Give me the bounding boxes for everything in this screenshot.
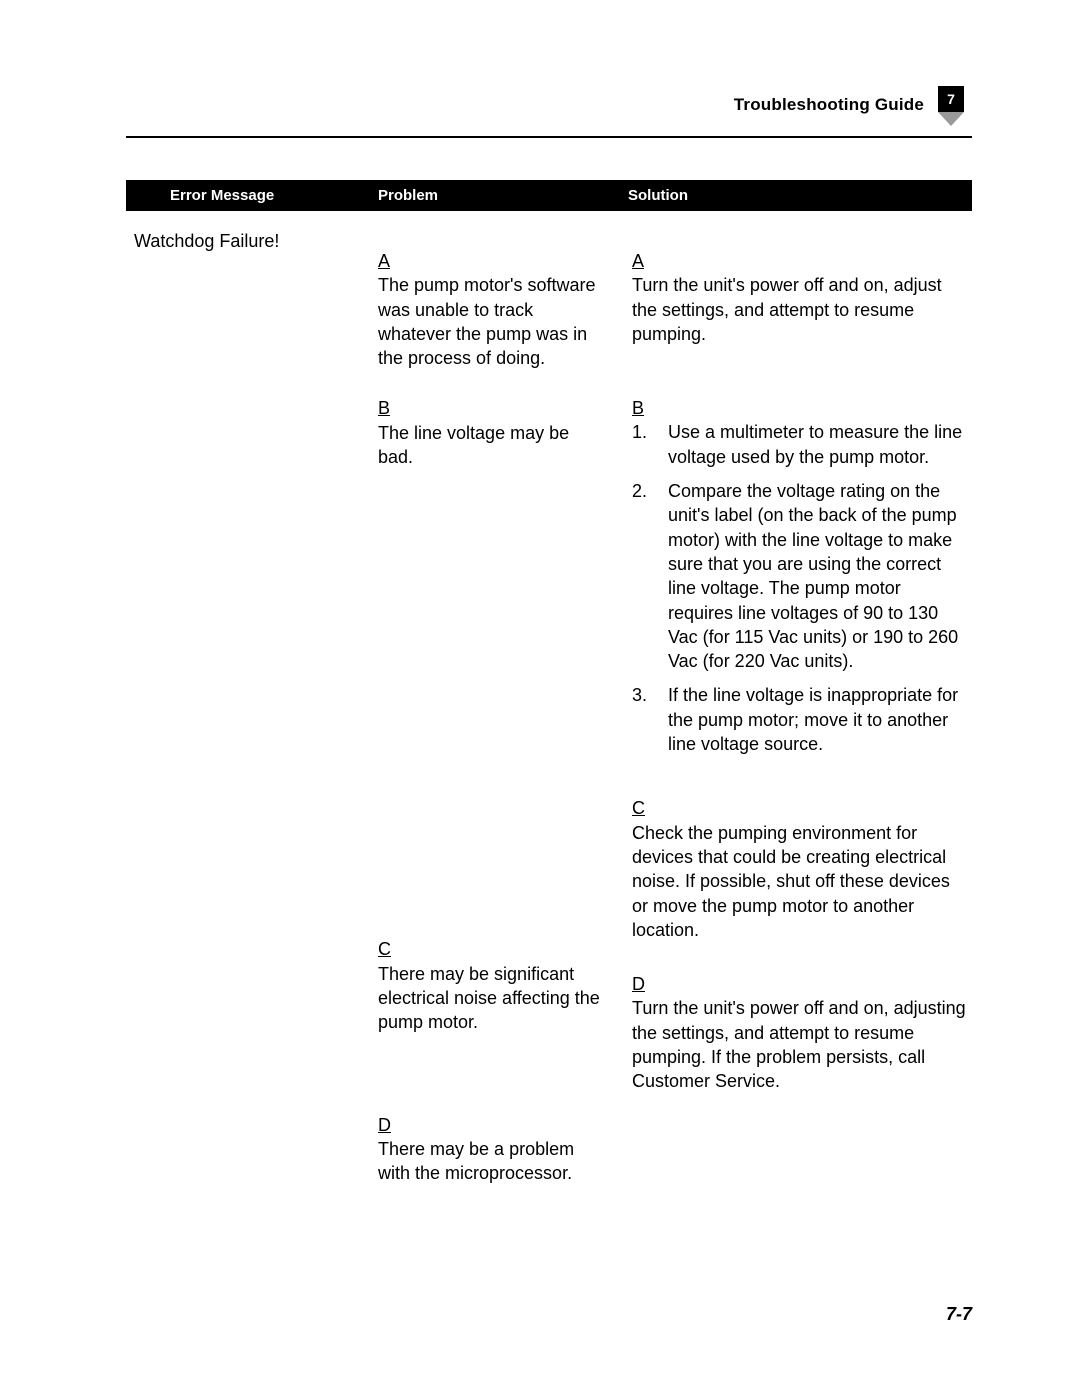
chapter-number: 7: [938, 86, 964, 112]
problem-c-text: There may be significant electrical nois…: [378, 962, 608, 1035]
solution-b-label: B: [632, 396, 970, 420]
solution-c-text: Check the pumping environment for device…: [632, 821, 970, 942]
problem-a-text: The pump motor's software was unable to …: [378, 273, 608, 370]
problem-b-text: The line voltage may be bad.: [378, 421, 608, 470]
problem-a: A The pump motor's software was unable t…: [378, 249, 608, 370]
col-header-problem: Problem: [378, 187, 618, 204]
problem-b-label: B: [378, 396, 608, 420]
solution-d-label: D: [632, 972, 970, 996]
solution-column: A Turn the unit's power off and on, adju…: [626, 229, 972, 1185]
problem-d: D There may be a problem with the microp…: [378, 1113, 608, 1186]
header-title: Troubleshooting Guide: [734, 95, 924, 115]
step-number: 3.: [632, 683, 650, 756]
header-rule: [126, 136, 972, 138]
solution-b-step-1: 1. Use a multimeter to measure the line …: [632, 420, 970, 469]
chapter-badge: 7: [938, 86, 972, 124]
solution-c-label: C: [632, 796, 970, 820]
problem-b: B The line voltage may be bad.: [378, 396, 608, 469]
step-number: 1.: [632, 420, 650, 469]
solution-d-text: Turn the unit's power off and on, adjust…: [632, 996, 970, 1093]
error-message-cell: Watchdog Failure!: [126, 229, 378, 1185]
step-text: Use a multimeter to measure the line vol…: [668, 420, 970, 469]
problem-c: C There may be significant electrical no…: [378, 937, 608, 1034]
table-header-row: Error Message Problem Solution: [126, 180, 972, 211]
solution-a: A Turn the unit's power off and on, adju…: [632, 249, 970, 346]
error-message-text: Watchdog Failure!: [134, 229, 378, 253]
page-number: 7-7: [946, 1304, 972, 1325]
solution-b: B 1. Use a multimeter to measure the lin…: [632, 396, 970, 756]
step-number: 2.: [632, 479, 650, 673]
problem-d-label: D: [378, 1113, 608, 1137]
problem-a-label: A: [378, 249, 608, 273]
col-header-error: Error Message: [126, 187, 378, 204]
col-header-solution: Solution: [618, 187, 972, 204]
problem-column: A The pump motor's software was unable t…: [378, 229, 626, 1185]
table-body: Watchdog Failure! A The pump motor's sof…: [126, 211, 972, 1185]
solution-c: C Check the pumping environment for devi…: [632, 796, 970, 942]
problem-d-text: There may be a problem with the micropro…: [378, 1137, 608, 1186]
solution-a-text: Turn the unit's power off and on, adjust…: [632, 273, 970, 346]
solution-a-label: A: [632, 249, 970, 273]
solution-b-step-2: 2. Compare the voltage rating on the uni…: [632, 479, 970, 673]
problem-c-label: C: [378, 937, 608, 961]
solution-d: D Turn the unit's power off and on, adju…: [632, 972, 970, 1093]
step-text: If the line voltage is inappropriate for…: [668, 683, 970, 756]
page-header: Troubleshooting Guide 7: [126, 86, 972, 124]
chapter-badge-triangle: [938, 112, 964, 126]
page: Troubleshooting Guide 7 Error Message Pr…: [0, 0, 1080, 1397]
solution-b-step-3: 3. If the line voltage is inappropriate …: [632, 683, 970, 756]
solution-b-steps: 1. Use a multimeter to measure the line …: [632, 420, 970, 756]
step-text: Compare the voltage rating on the unit's…: [668, 479, 970, 673]
